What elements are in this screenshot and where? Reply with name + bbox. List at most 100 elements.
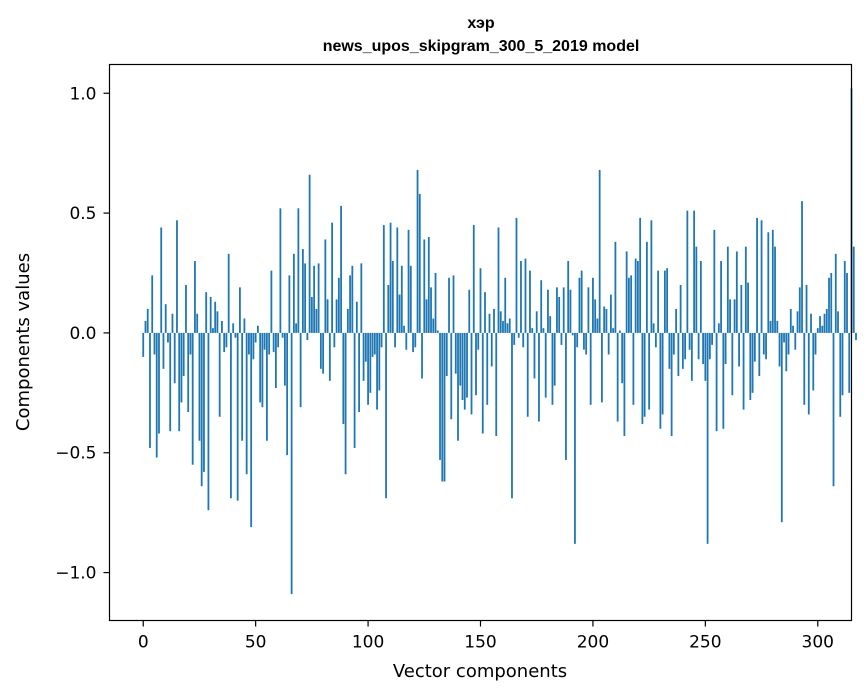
bar-25 <box>198 332 201 441</box>
bar-307 <box>832 332 835 487</box>
bar-180 <box>547 289 549 333</box>
bar-187 <box>562 287 565 333</box>
bar-90 <box>344 332 347 475</box>
bar-67 <box>292 253 295 333</box>
bar-49 <box>252 332 255 360</box>
bar-280 <box>771 229 774 333</box>
bar-159 <box>499 311 502 333</box>
bar-41 <box>234 332 237 338</box>
bar-0 <box>142 332 145 357</box>
y-tick-label: −1.0 <box>55 564 96 584</box>
bar-108 <box>385 332 387 499</box>
bar-119 <box>409 265 412 333</box>
bar-62 <box>281 332 284 338</box>
bar-96 <box>358 332 360 412</box>
bar-101 <box>369 332 372 393</box>
bar-185 <box>558 296 561 333</box>
bar-271 <box>751 332 754 393</box>
bar-154 <box>488 313 491 333</box>
bar-82 <box>326 299 329 333</box>
bar-48 <box>250 332 253 528</box>
bar-73 <box>306 332 309 341</box>
bar-164 <box>511 332 513 499</box>
bar-31 <box>212 328 214 333</box>
bar-23 <box>194 261 196 333</box>
chart-subtitle: news_upos_skipgram_300_5_2019 model <box>323 38 640 55</box>
bar-38 <box>227 253 230 333</box>
bar-220 <box>636 261 639 333</box>
bar-256 <box>717 323 720 333</box>
bar-131 <box>436 330 439 333</box>
bar-274 <box>758 332 761 377</box>
bar-72 <box>304 263 307 333</box>
bar-146 <box>470 332 473 415</box>
bar-301 <box>819 316 821 333</box>
bar-178 <box>542 328 545 333</box>
bar-107 <box>382 225 385 333</box>
bar-6 <box>155 332 158 458</box>
bar-116 <box>403 325 405 333</box>
x-axis: 0 50 100 150 200 250 300 <box>138 620 834 653</box>
bar-234 <box>668 332 671 369</box>
bar-168 <box>520 261 522 333</box>
bar-35 <box>221 320 223 333</box>
bar-87 <box>337 277 340 333</box>
bar-132 <box>439 332 441 460</box>
bar-53 <box>261 332 264 408</box>
bar-208 <box>610 294 612 333</box>
bar-124 <box>421 332 423 379</box>
bar-69 <box>297 208 300 333</box>
bar-138 <box>452 275 455 333</box>
x-tick-label: 200 <box>577 633 609 653</box>
x-tick-label: 50 <box>245 633 267 653</box>
bar-238 <box>677 332 680 377</box>
bar-241 <box>684 332 687 360</box>
bar-17 <box>180 332 183 403</box>
bar-64 <box>286 332 289 456</box>
bar-22 <box>191 332 194 465</box>
bar-52 <box>259 332 262 403</box>
bar-11 <box>167 332 169 343</box>
bar-314 <box>848 332 851 393</box>
bar-248 <box>699 261 702 333</box>
bar-50 <box>254 332 257 343</box>
bar-21 <box>189 332 192 355</box>
bar-169 <box>522 332 525 348</box>
bar-144 <box>466 332 468 398</box>
bar-212 <box>619 330 621 333</box>
bar-282 <box>776 320 779 333</box>
bar-158 <box>497 227 500 333</box>
bar-218 <box>632 332 635 405</box>
bar-66 <box>290 332 293 595</box>
bar-198 <box>587 287 590 333</box>
bar-8 <box>160 227 163 333</box>
bar-270 <box>749 332 752 401</box>
bar-15 <box>176 220 178 333</box>
bar-229 <box>657 270 660 333</box>
bar-228 <box>654 332 657 348</box>
bar-297 <box>810 313 812 333</box>
x-tick-label: 100 <box>352 633 384 653</box>
bar-105 <box>378 332 381 391</box>
bar-59 <box>274 332 277 389</box>
bar-223 <box>643 332 646 417</box>
bar-254 <box>713 229 716 333</box>
bar-199 <box>589 332 592 405</box>
bar-310 <box>839 332 842 417</box>
bar-287 <box>787 332 790 355</box>
bar-177 <box>540 280 543 333</box>
bar-151 <box>481 332 484 434</box>
bar-235 <box>670 332 673 436</box>
bar-197 <box>585 332 588 355</box>
bar-28 <box>205 292 208 333</box>
bar-18 <box>182 332 185 377</box>
bar-37 <box>225 332 228 348</box>
bar-133 <box>441 332 444 482</box>
bar-111 <box>391 261 394 333</box>
bar-63 <box>283 332 286 386</box>
bar-93 <box>351 265 354 333</box>
bar-60 <box>277 332 280 348</box>
bar-279 <box>769 320 772 333</box>
bar-189 <box>567 261 570 333</box>
bar-115 <box>400 265 403 333</box>
